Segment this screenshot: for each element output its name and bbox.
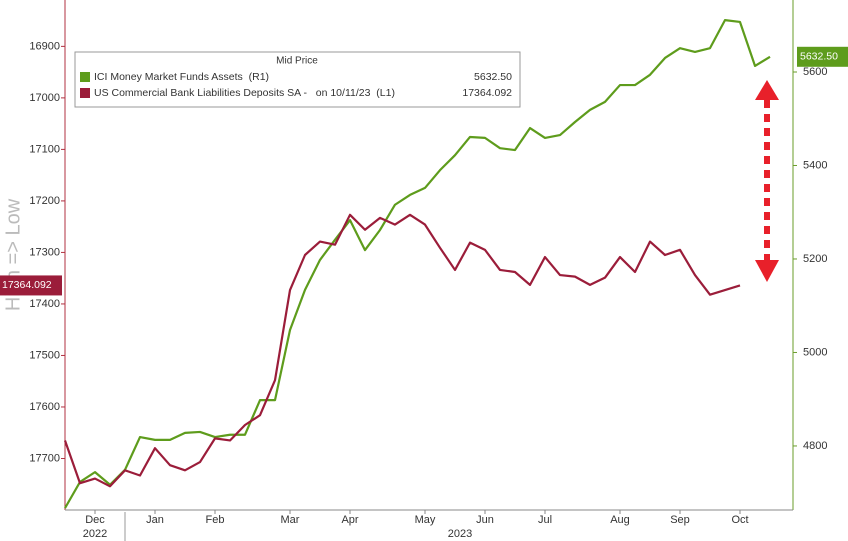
legend-swatch (80, 72, 90, 82)
y2-tick-label: 5400 (803, 159, 827, 171)
y-tick-label: 17600 (29, 401, 60, 413)
last-value-tag: 5632.50 (797, 46, 848, 67)
last-value-tag-label: 17364.092 (2, 279, 52, 291)
series-line (63, 213, 741, 488)
y-tick-label: 17700 (29, 452, 60, 464)
last-value-tag-label: 5632.50 (800, 51, 838, 63)
x-tick-label: Aug (610, 514, 630, 526)
x-tick-label: Mar (281, 514, 300, 526)
y-tick-label: 17300 (29, 246, 60, 258)
year-label: 2022 (83, 528, 107, 540)
y-tick-label: 17400 (29, 298, 60, 310)
legend-value: 17364.092 (462, 87, 512, 99)
legend-box (74, 51, 521, 108)
y2-tick-label: 5000 (803, 346, 827, 358)
last-value-tag-box (797, 46, 848, 67)
x-tick-label: May (415, 514, 436, 526)
annotation-arrow (755, 80, 779, 282)
series-line (64, 19, 771, 509)
x-tick-label: Jun (476, 514, 494, 526)
x-tick-label: Apr (341, 514, 358, 526)
y2-tick-label: 5600 (803, 66, 827, 78)
x-tick-label: Oct (731, 514, 748, 526)
y2-tick-label: 5200 (803, 253, 827, 265)
year-label: 2023 (448, 528, 472, 540)
last-value-tag: 17364.092 (0, 275, 62, 296)
y-tick-label: 17000 (29, 92, 60, 104)
legend-label: US Commercial Bank Liabilities Deposits … (94, 87, 395, 99)
x-tick-label: Dec (85, 514, 105, 526)
legend-label: ICI Money Market Funds Assets (R1) (94, 71, 269, 83)
y-tick-label: 17500 (29, 349, 60, 361)
y-tick-label: 17100 (29, 143, 60, 155)
y-tick-label: 16900 (29, 40, 60, 52)
x-tick-label: Feb (206, 514, 225, 526)
x-tick-label: Jul (538, 514, 552, 526)
y2-tick-label: 4800 (803, 440, 827, 452)
y-tick-label: 17200 (29, 195, 60, 207)
legend-value: 5632.50 (474, 71, 512, 83)
legend-title: Mid Price (276, 56, 318, 67)
x-tick-label: Jan (146, 514, 164, 526)
legend-swatch (80, 88, 90, 98)
last-value-tag-box (0, 275, 62, 296)
x-tick-label: Sep (670, 514, 690, 526)
legend: Mid Price ICI Money Market Funds Assets (… (74, 51, 521, 108)
